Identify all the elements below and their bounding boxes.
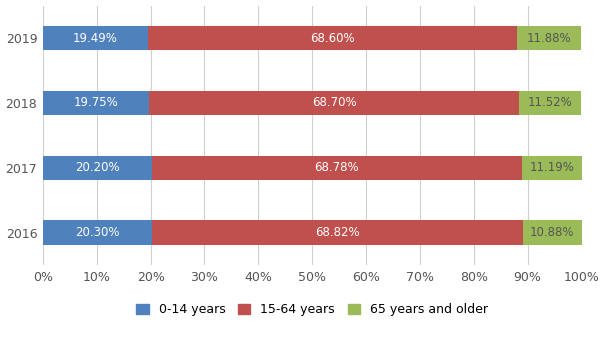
Text: 68.82%: 68.82% bbox=[315, 226, 360, 239]
Bar bbox=[523, 220, 581, 245]
Bar bbox=[152, 155, 522, 180]
Bar bbox=[43, 220, 152, 245]
Text: 68.60%: 68.60% bbox=[310, 32, 355, 45]
Bar bbox=[519, 90, 581, 115]
Bar bbox=[43, 26, 148, 50]
Bar bbox=[148, 26, 517, 50]
Bar bbox=[149, 90, 519, 115]
Bar bbox=[43, 90, 149, 115]
Text: 10.88%: 10.88% bbox=[530, 226, 575, 239]
Text: 11.52%: 11.52% bbox=[528, 97, 573, 109]
Text: 20.20%: 20.20% bbox=[75, 162, 120, 174]
Text: 68.70%: 68.70% bbox=[312, 97, 356, 109]
Bar bbox=[43, 155, 152, 180]
Text: 20.30%: 20.30% bbox=[75, 226, 120, 239]
Text: 19.49%: 19.49% bbox=[73, 32, 118, 45]
Text: 11.19%: 11.19% bbox=[530, 162, 575, 174]
Text: 19.75%: 19.75% bbox=[74, 97, 119, 109]
Bar bbox=[152, 220, 523, 245]
Text: 11.88%: 11.88% bbox=[527, 32, 572, 45]
Bar bbox=[517, 26, 581, 50]
Legend: 0-14 years, 15-64 years, 65 years and older: 0-14 years, 15-64 years, 65 years and ol… bbox=[136, 303, 488, 316]
Bar bbox=[522, 155, 583, 180]
Text: 68.78%: 68.78% bbox=[315, 162, 359, 174]
